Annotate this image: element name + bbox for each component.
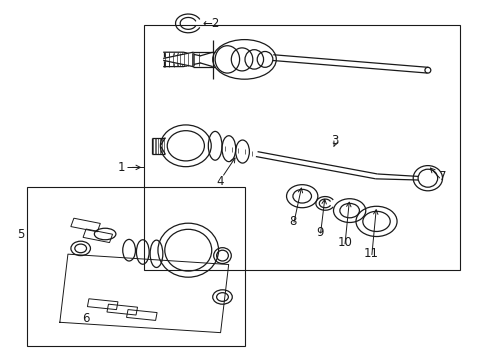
Bar	[144, 25, 459, 270]
Bar	[27, 187, 244, 346]
Bar	[71, 218, 100, 232]
Text: 7: 7	[438, 170, 446, 183]
Bar	[126, 310, 157, 320]
Text: 1: 1	[117, 161, 124, 174]
Bar	[87, 299, 118, 310]
Bar	[107, 304, 137, 315]
Text: 8: 8	[289, 215, 297, 228]
Text: 9: 9	[316, 226, 324, 239]
Text: 4: 4	[216, 175, 224, 188]
Text: 11: 11	[364, 247, 378, 260]
Text: 10: 10	[337, 237, 351, 249]
Text: 5: 5	[17, 228, 24, 240]
Text: ←2: ←2	[203, 17, 220, 30]
Polygon shape	[163, 52, 193, 67]
Text: 3: 3	[330, 134, 338, 147]
Text: 6: 6	[81, 312, 89, 325]
Bar	[83, 229, 112, 243]
